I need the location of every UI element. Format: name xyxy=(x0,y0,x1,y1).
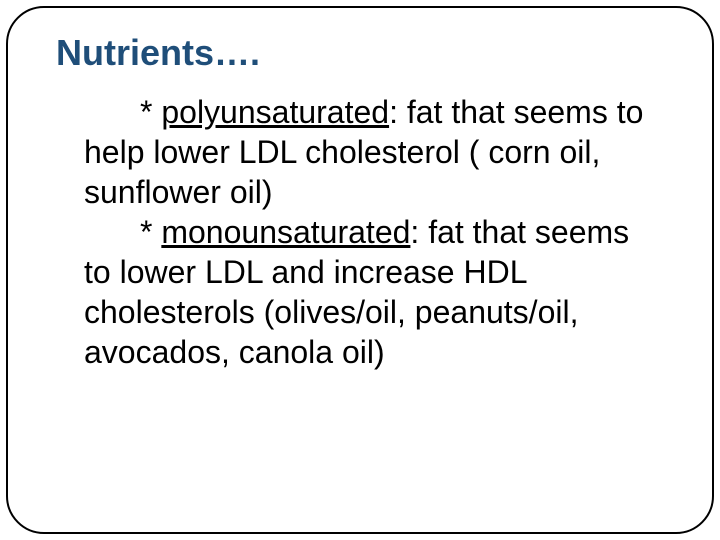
bullet-marker: * xyxy=(140,214,161,250)
term-underlined: monounsaturated xyxy=(161,214,410,250)
term-underlined: polyunsaturated xyxy=(161,94,389,130)
list-item: * monounsaturated: fat that seems to low… xyxy=(84,212,654,372)
slide-frame: Nutrients…. * polyunsaturated: fat that … xyxy=(6,6,714,534)
slide-body: * polyunsaturated: fat that seems to hel… xyxy=(56,92,664,372)
slide-title: Nutrients…. xyxy=(56,32,664,74)
bullet-marker: * xyxy=(140,94,161,130)
list-item: * polyunsaturated: fat that seems to hel… xyxy=(84,92,654,212)
